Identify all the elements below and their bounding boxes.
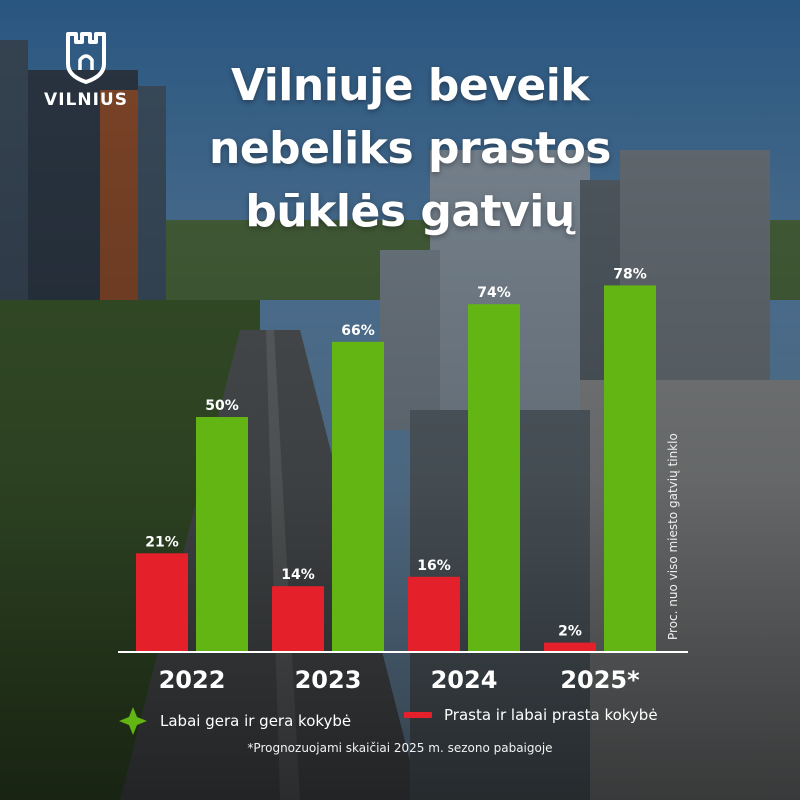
red-bar-swatch	[404, 712, 432, 718]
x-tick-label: 2025*	[560, 666, 640, 694]
bar-poor-2023	[272, 586, 324, 652]
x-tick-label: 2022	[159, 666, 226, 694]
title-line-2: nebeliks prastos	[209, 123, 611, 174]
bar-good-2022	[196, 417, 248, 652]
title-line-1: Vilniuje beveik	[230, 60, 590, 111]
x-tick-label: 2024	[431, 666, 498, 694]
data-label: 74%	[477, 285, 511, 301]
data-label: 66%	[341, 323, 375, 339]
data-label: 50%	[205, 398, 239, 414]
legend-label-good: Labai gera ir gera kokybė	[160, 712, 352, 730]
data-label: 2%	[558, 624, 582, 640]
green-star-icon	[119, 707, 147, 735]
y-axis-label: Proc. nuo viso miesto gatvių tinklo	[666, 433, 680, 640]
legend-item-bad: Prasta ir labai prasta kokybė	[404, 706, 658, 724]
logo-text: VILNIUS	[44, 90, 128, 110]
page-title: Vilniuje beveik nebeliks prastos būklės …	[140, 54, 680, 243]
footnote: *Prognozuojami skaičiai 2025 m. sezono p…	[247, 741, 553, 755]
castle-tower-icon	[66, 32, 106, 84]
legend-item-good: Labai gera ir gera kokybė	[118, 706, 351, 736]
bar-poor-2022	[136, 553, 188, 652]
legend-label-bad: Prasta ir labai prasta kokybė	[444, 706, 658, 724]
data-label: 16%	[417, 558, 451, 574]
data-label: 14%	[281, 567, 315, 583]
bar-poor-2025	[544, 642, 596, 652]
data-label: 21%	[145, 534, 179, 550]
title-line-3: būklės gatvių	[245, 186, 575, 237]
vilnius-logo: VILNIUS	[36, 28, 136, 110]
bar-good-2025	[604, 285, 656, 652]
bar-good-2023	[332, 341, 384, 652]
x-tick-label: 2023	[295, 666, 362, 694]
bar-poor-2024	[408, 576, 460, 652]
data-label: 78%	[613, 266, 647, 282]
bar-good-2024	[468, 304, 520, 652]
